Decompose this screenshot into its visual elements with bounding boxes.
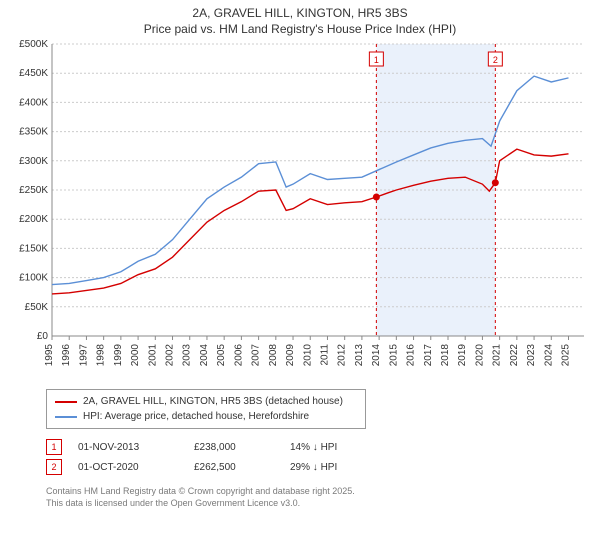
legend-swatch: [55, 401, 77, 403]
svg-text:2006: 2006: [233, 344, 244, 367]
svg-text:2004: 2004: [199, 344, 210, 367]
transaction-delta: 29% ↓ HPI: [290, 462, 337, 473]
svg-text:2005: 2005: [216, 344, 227, 367]
svg-text:2025: 2025: [561, 344, 572, 367]
svg-text:£200K: £200K: [19, 214, 48, 225]
transaction-badge: 2: [46, 459, 62, 475]
svg-text:2017: 2017: [423, 344, 434, 367]
legend-item: 2A, GRAVEL HILL, KINGTON, HR5 3BS (detac…: [55, 394, 357, 409]
svg-text:2008: 2008: [268, 344, 279, 367]
transaction-date: 01-NOV-2013: [78, 442, 178, 453]
svg-text:£350K: £350K: [19, 127, 48, 138]
transaction-row: 2 01-OCT-2020 £262,500 29% ↓ HPI: [46, 459, 592, 475]
legend-item: HPI: Average price, detached house, Here…: [55, 409, 357, 424]
svg-text:£400K: £400K: [19, 97, 48, 108]
svg-text:2024: 2024: [543, 344, 554, 367]
transaction-price: £262,500: [194, 462, 274, 473]
svg-text:2011: 2011: [319, 344, 330, 366]
transaction-date: 01-OCT-2020: [78, 462, 178, 473]
svg-text:1: 1: [374, 55, 379, 65]
footer-line-1: Contains HM Land Registry data © Crown c…: [46, 485, 592, 497]
svg-text:2016: 2016: [406, 344, 417, 367]
attribution-footer: Contains HM Land Registry data © Crown c…: [46, 485, 592, 509]
svg-text:2013: 2013: [354, 344, 365, 367]
svg-text:£450K: £450K: [19, 68, 48, 79]
title-subtitle: Price paid vs. HM Land Registry's House …: [8, 22, 592, 36]
svg-text:1998: 1998: [96, 344, 107, 367]
footer-line-2: This data is licensed under the Open Gov…: [46, 497, 592, 509]
svg-text:2020: 2020: [474, 344, 485, 367]
svg-text:1996: 1996: [61, 344, 72, 367]
svg-text:£100K: £100K: [19, 273, 48, 284]
svg-text:2000: 2000: [130, 344, 141, 367]
legend-label: HPI: Average price, detached house, Here…: [83, 409, 309, 424]
svg-text:2010: 2010: [302, 344, 313, 367]
svg-text:2007: 2007: [251, 344, 262, 367]
transaction-price: £238,000: [194, 442, 274, 453]
legend-label: 2A, GRAVEL HILL, KINGTON, HR5 3BS (detac…: [83, 394, 343, 409]
legend-swatch: [55, 416, 77, 418]
svg-text:1995: 1995: [44, 344, 55, 367]
svg-text:£300K: £300K: [19, 156, 48, 167]
svg-text:£150K: £150K: [19, 243, 48, 254]
title-address: 2A, GRAVEL HILL, KINGTON, HR5 3BS: [8, 6, 592, 20]
svg-text:2019: 2019: [457, 344, 468, 367]
svg-text:2012: 2012: [337, 344, 348, 367]
svg-text:1997: 1997: [78, 344, 89, 367]
svg-text:2002: 2002: [165, 344, 176, 367]
svg-text:2: 2: [493, 55, 498, 65]
svg-text:2003: 2003: [182, 344, 193, 367]
svg-text:2018: 2018: [440, 344, 451, 367]
transaction-row: 1 01-NOV-2013 £238,000 14% ↓ HPI: [46, 439, 592, 455]
transaction-badge: 1: [46, 439, 62, 455]
svg-text:£500K: £500K: [19, 40, 48, 50]
transaction-delta: 14% ↓ HPI: [290, 442, 337, 453]
svg-text:2014: 2014: [371, 344, 382, 367]
legend: 2A, GRAVEL HILL, KINGTON, HR5 3BS (detac…: [46, 389, 366, 429]
svg-text:£50K: £50K: [25, 302, 49, 313]
svg-text:2009: 2009: [285, 344, 296, 367]
svg-text:2015: 2015: [388, 344, 399, 367]
price-chart: £0 £50K £100K £150K £200K £250K £300K £350K £400…: [8, 40, 592, 383]
svg-text:2021: 2021: [492, 344, 503, 367]
svg-text:2001: 2001: [147, 344, 158, 367]
svg-text:2023: 2023: [526, 344, 537, 367]
transaction-list: 1 01-NOV-2013 £238,000 14% ↓ HPI 2 01-OCT-202…: [46, 435, 592, 479]
svg-text:£250K: £250K: [19, 185, 48, 196]
svg-text:£0: £0: [37, 331, 49, 342]
svg-text:2022: 2022: [509, 344, 520, 367]
svg-text:1999: 1999: [113, 344, 124, 367]
